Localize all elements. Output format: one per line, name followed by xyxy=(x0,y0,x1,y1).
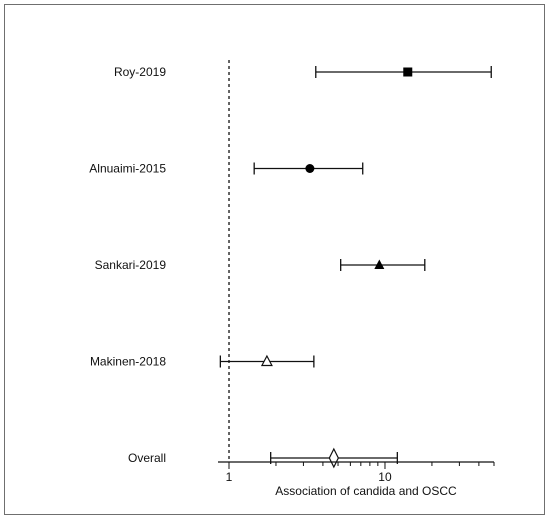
pooled-estimate-diamond xyxy=(328,447,340,469)
study-row: Roy-2019 xyxy=(114,65,492,79)
study-row: Sankari-2019 xyxy=(95,258,426,272)
study-label: Alnuaimi-2015 xyxy=(89,162,166,176)
point-estimate-triangle xyxy=(374,259,385,269)
x-axis: 1 10 xyxy=(218,461,495,484)
study-label: Makinen-2018 xyxy=(90,355,166,369)
point-estimate-triangle-open xyxy=(260,354,273,367)
x-tick-label: 1 xyxy=(226,470,233,484)
study-label: Sankari-2019 xyxy=(95,258,167,272)
x-tick-label: 10 xyxy=(378,470,392,484)
study-row: Makinen-2018 xyxy=(90,354,315,369)
point-estimate-circle xyxy=(305,164,315,173)
study-label: Roy-2019 xyxy=(114,65,166,79)
point-estimate-square xyxy=(403,67,413,77)
study-rows: Roy-2019 Alnuaimi-2015 Sankari-2019 Makinen… xyxy=(89,65,492,469)
x-axis-label: Association of candida and OSCC xyxy=(275,484,457,498)
study-row: Overall xyxy=(128,447,398,469)
chart-frame xyxy=(4,4,545,515)
study-label: Overall xyxy=(128,451,166,465)
study-row: Alnuaimi-2015 xyxy=(89,162,364,176)
